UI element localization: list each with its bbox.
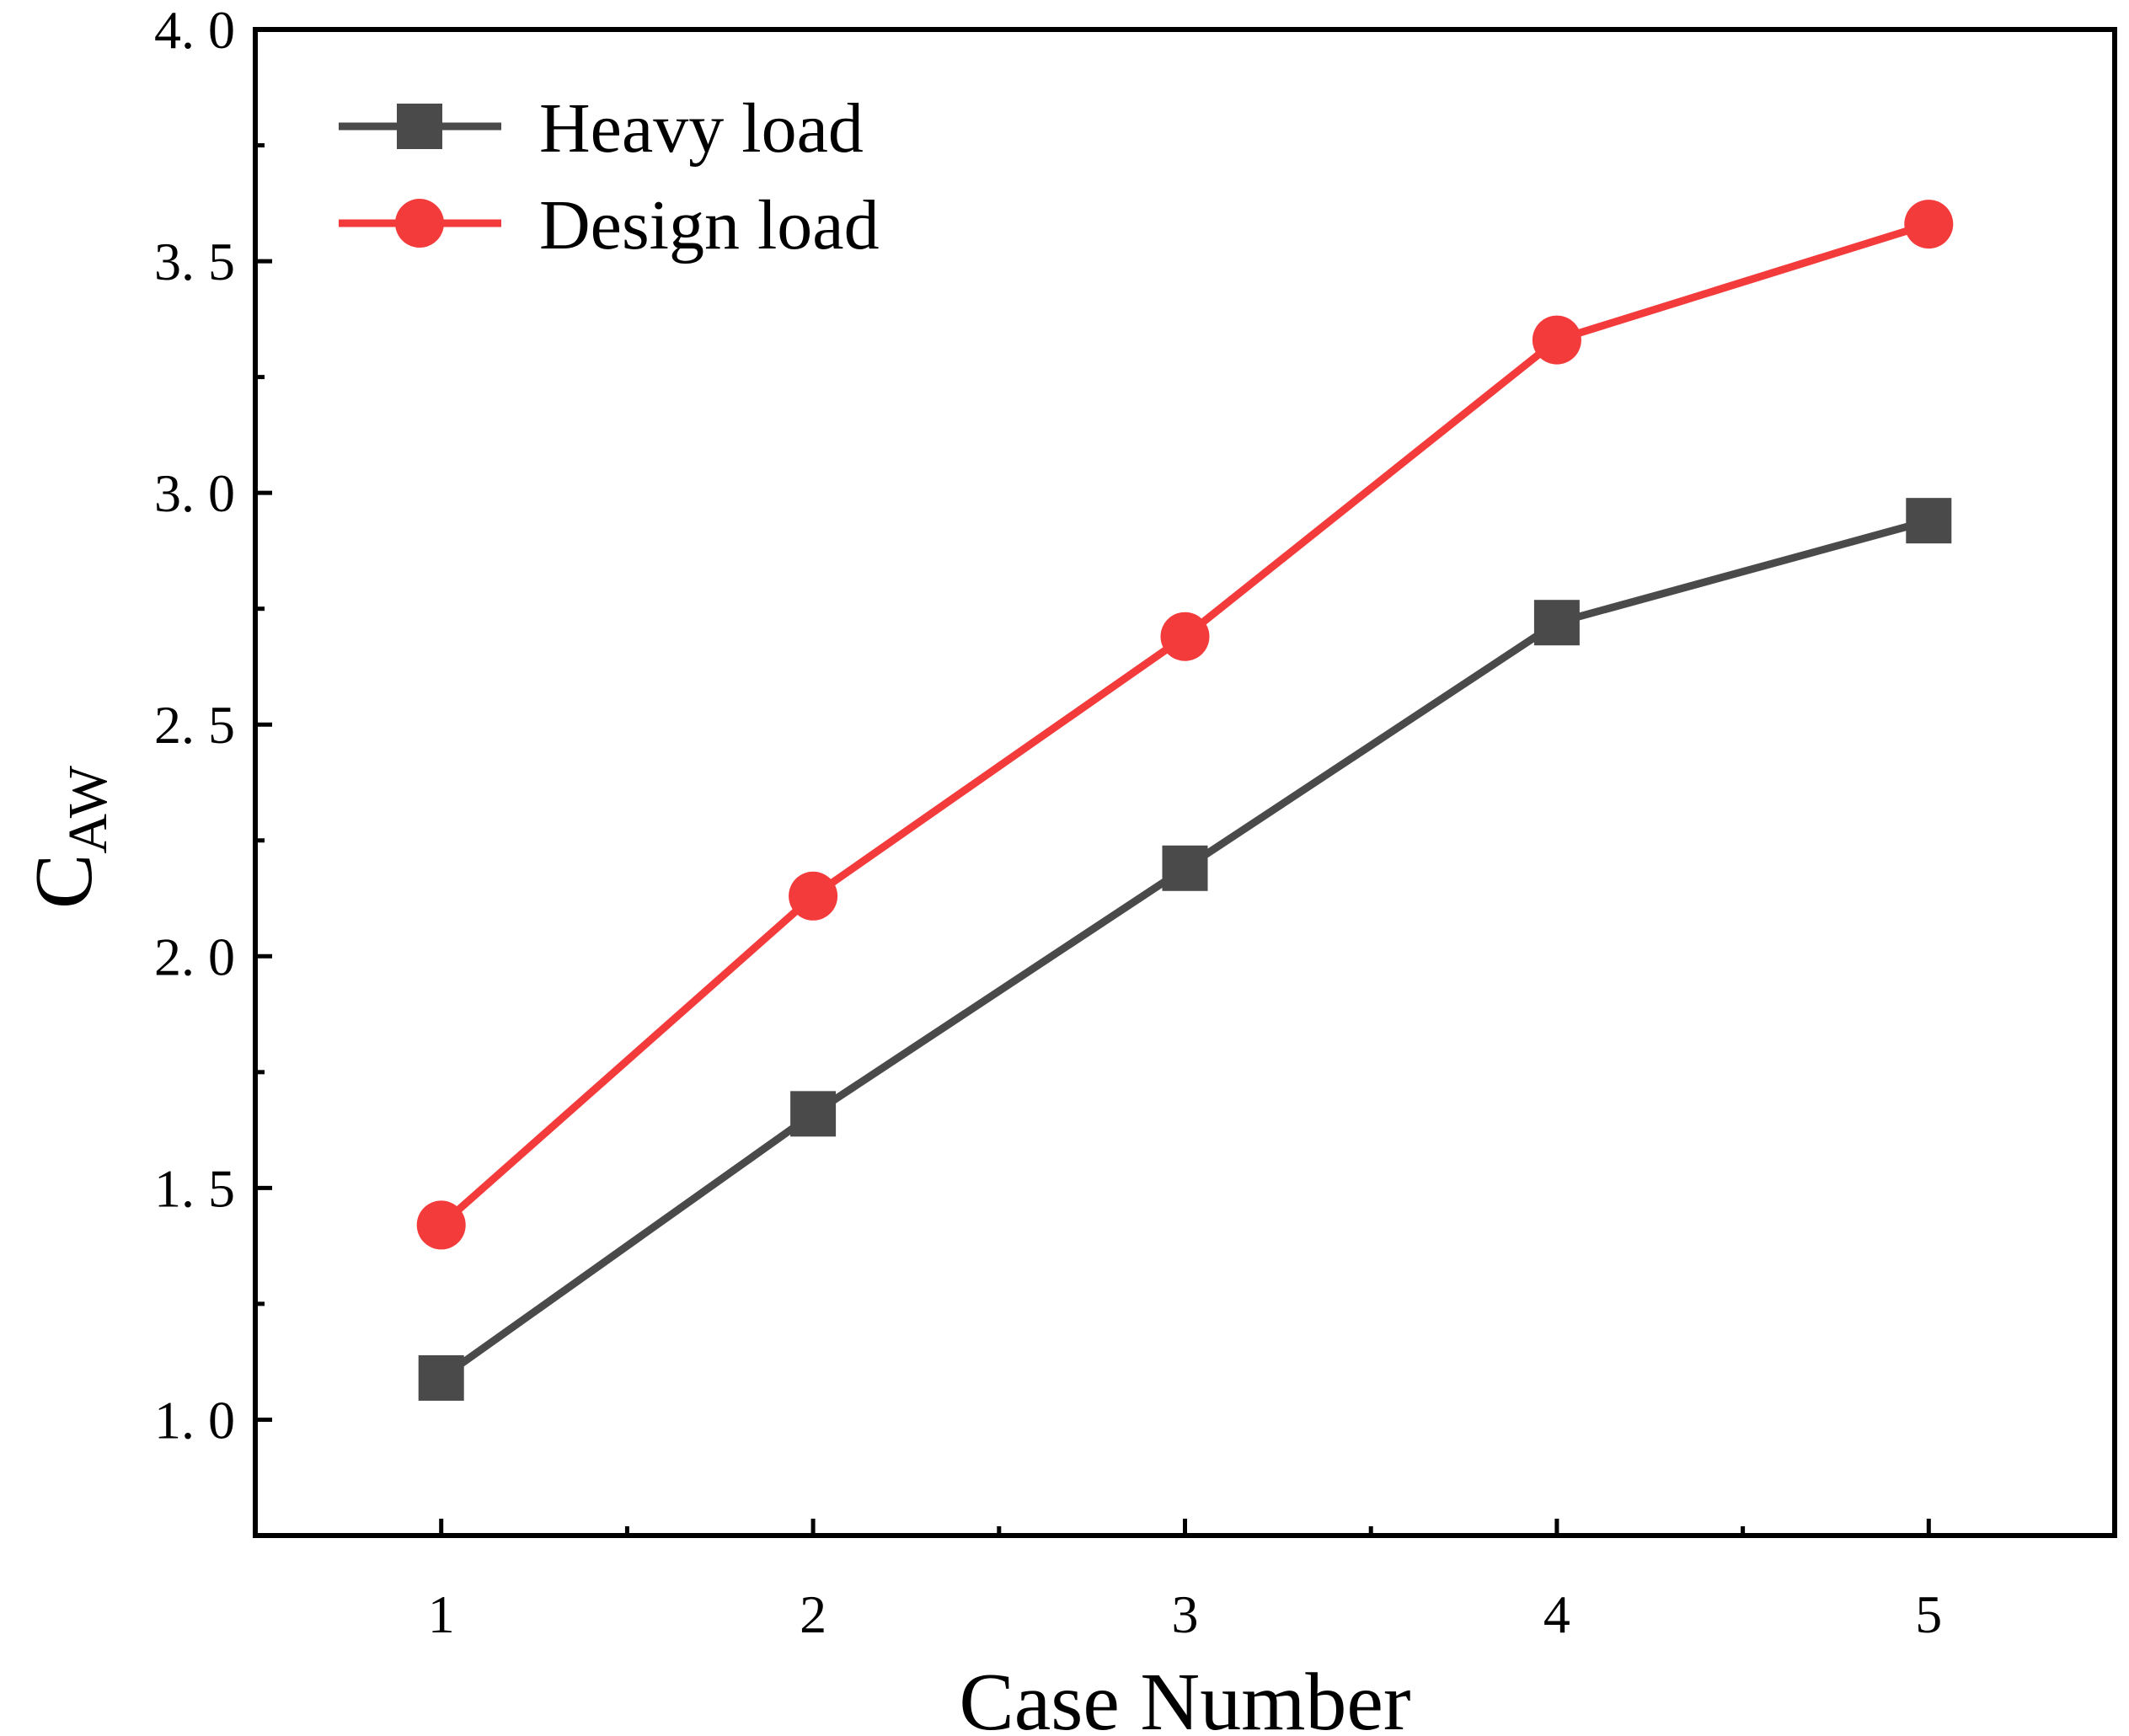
data-point	[418, 1354, 464, 1401]
data-point	[789, 871, 838, 921]
plot-frame	[253, 27, 2117, 1538]
y-tick-label: 2. 5	[154, 695, 235, 755]
data-point	[1162, 845, 1208, 891]
series-design-load	[416, 200, 1954, 1250]
y-tick-label: 3. 0	[154, 463, 235, 523]
x-tick-label: 3	[1172, 1584, 1199, 1644]
legend: Heavy load Design load	[339, 89, 880, 264]
x-tick-label: 2	[800, 1584, 826, 1644]
y-tick-label: 1. 0	[154, 1390, 235, 1450]
legend-design-label: Design load	[539, 186, 880, 264]
y-axis-title-main: C	[19, 854, 110, 909]
data-point	[416, 1200, 466, 1250]
series-layer	[416, 200, 1954, 1401]
data-point	[1906, 498, 1952, 544]
data-point	[1904, 200, 1954, 249]
x-tick-label: 5	[1915, 1584, 1942, 1644]
x-axis-title: Case Number	[959, 1657, 1410, 1736]
y-axis-title: CAW	[19, 765, 119, 909]
y-tick-label: 3. 5	[154, 232, 235, 291]
legend-heavy-marker	[397, 104, 442, 149]
legend-design-marker	[395, 199, 444, 248]
data-point	[1160, 612, 1210, 661]
data-point	[790, 1091, 837, 1137]
x-tick-label: 1	[428, 1584, 455, 1644]
y-tick-label: 4. 0	[154, 0, 235, 60]
y-axis-ticks: 1. 0 1. 5 2. 0 2. 5 3. 0 3. 5 4. 0	[154, 0, 272, 1450]
series-heavy-load	[418, 498, 1952, 1401]
x-tick-label: 4	[1543, 1584, 1570, 1644]
y-axis-title-subscript: AW	[57, 765, 119, 853]
x-axis-ticks: 1 2 3 4 5	[428, 1519, 1942, 1644]
y-tick-label: 1. 5	[154, 1158, 235, 1218]
legend-heavy-label: Heavy load	[539, 89, 864, 168]
data-point	[1533, 600, 1580, 646]
data-point	[1532, 315, 1581, 365]
y-tick-label: 2. 0	[154, 927, 235, 986]
